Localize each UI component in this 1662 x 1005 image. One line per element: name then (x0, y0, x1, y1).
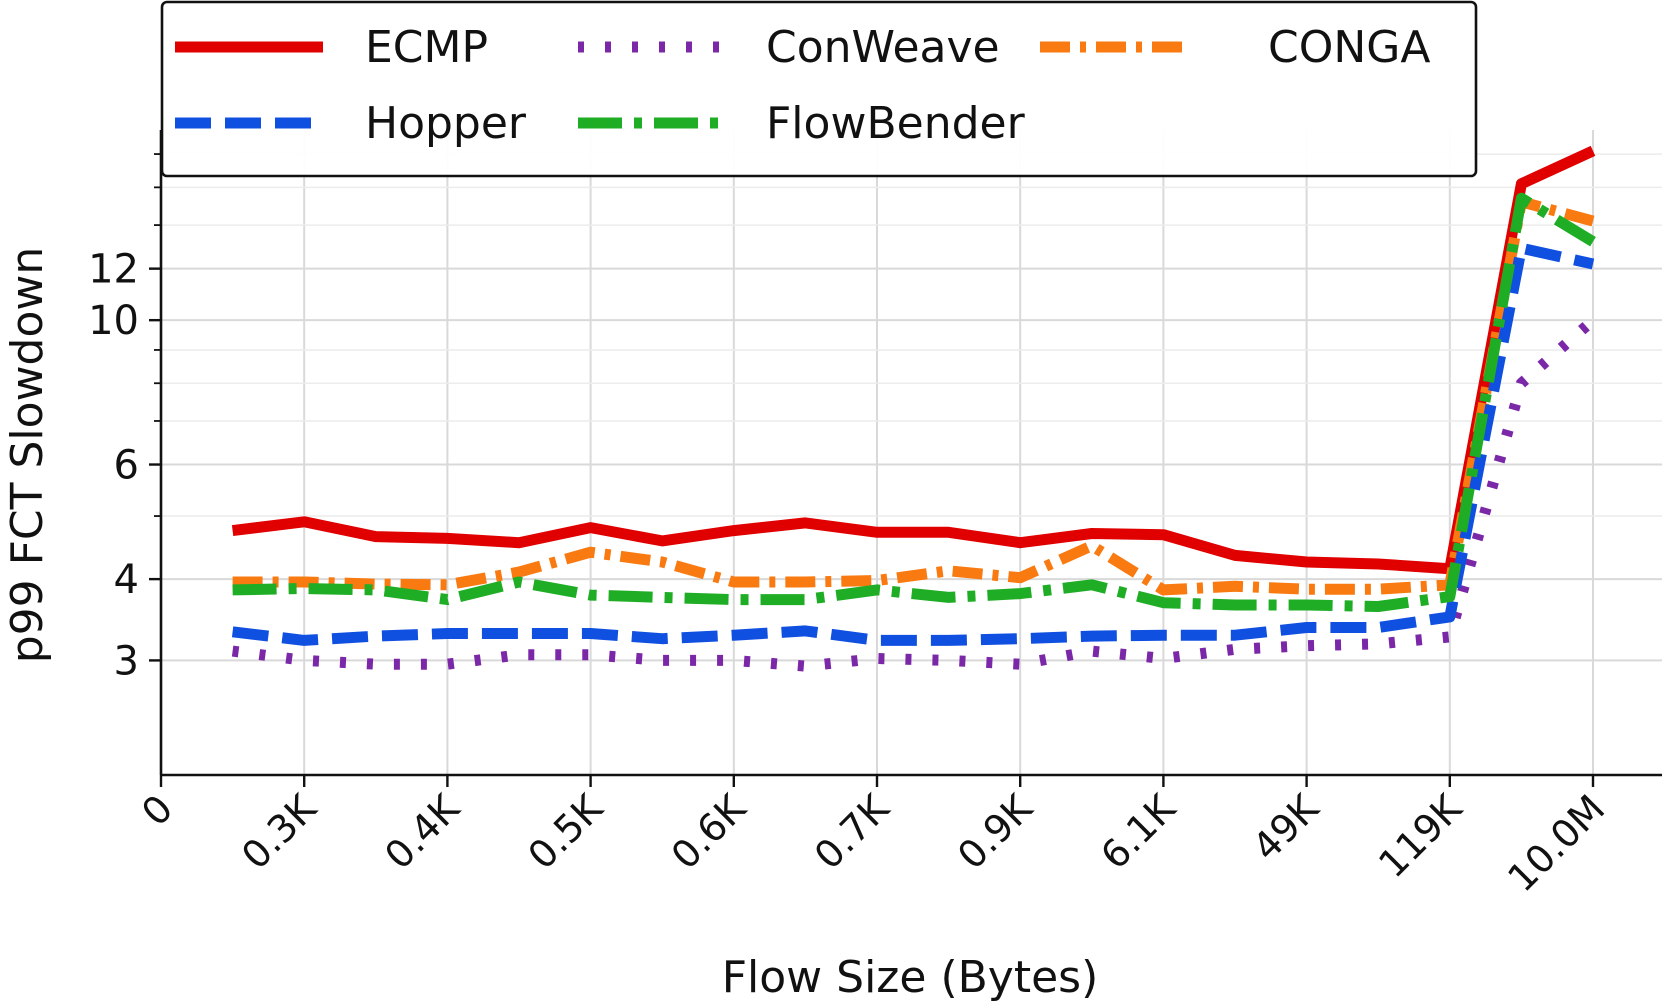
legend-label-hopper: Hopper (365, 98, 527, 149)
y-tick-label: 6 (114, 443, 139, 489)
series-line-flowbender (232, 192, 1596, 612)
x-tick-label: 0.9K (949, 785, 1041, 877)
legend-label-conga: CONGA (1268, 22, 1430, 73)
axes (159, 130, 1662, 777)
x-tick-label: 0.4K (376, 785, 468, 877)
y-axis-label: p99 FCT Slowdown (2, 247, 53, 664)
legend-label-conweave: ConWeave (766, 22, 1000, 73)
x-tick-label: 119K (1370, 785, 1471, 886)
y-tick-label: 3 (114, 638, 139, 684)
series-line-ecmp (231, 145, 1596, 575)
x-tick-label: 6.1K (1092, 785, 1184, 877)
x-tick-label: 0 (133, 786, 181, 834)
y-tick-label: 4 (114, 557, 139, 603)
series-line-conweave (231, 316, 1597, 672)
x-tick-label: 0.3K (233, 785, 325, 877)
x-tick-label: 0.6K (663, 785, 755, 877)
series-line-hopper (231, 242, 1595, 646)
legend-label-flowbender: FlowBender (766, 98, 1026, 149)
x-tick-label: 0.7K (806, 785, 898, 877)
x-tick-label: 0.5K (519, 785, 611, 877)
grid-lines (161, 130, 1662, 775)
x-axis-label: Flow Size (Bytes) (722, 952, 1099, 1003)
y-tick-label: 10 (88, 298, 139, 344)
y-tick-label: 12 (88, 247, 139, 293)
legend: ECMP ConWeave CONGA Hopper FlowBender (160, 0, 1478, 178)
series-lines (231, 145, 1597, 672)
series-line-conga (232, 196, 1595, 596)
x-tick-label: 10.0M (1499, 786, 1613, 900)
legend-label-ecmp: ECMP (365, 22, 488, 73)
legend-box (160, 0, 1478, 178)
x-tick-label: 49K (1244, 785, 1328, 869)
